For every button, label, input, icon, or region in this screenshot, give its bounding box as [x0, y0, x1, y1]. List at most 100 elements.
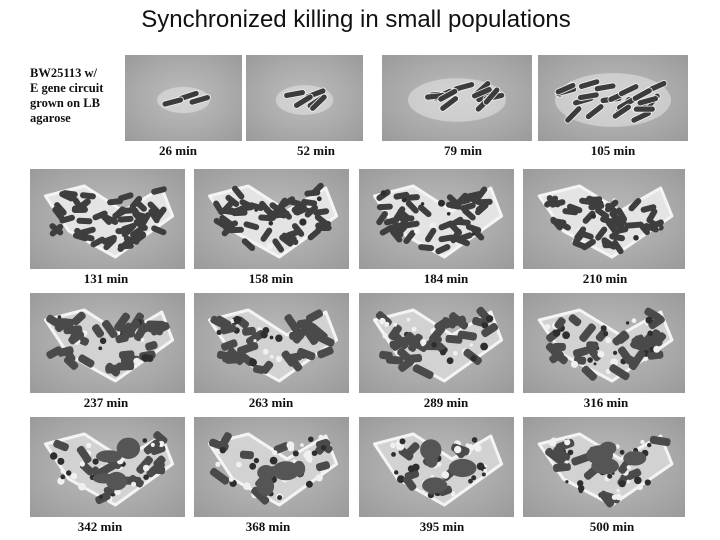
lysed-cell-debris: [70, 472, 78, 480]
bacterial-cell: [121, 222, 137, 233]
bacterial-cell: [397, 347, 411, 362]
bacterial-cell: [481, 322, 499, 338]
bacterial-cell: [612, 223, 625, 237]
lysed-cell-debris: [299, 218, 307, 226]
bacterial-cell: [636, 95, 659, 107]
lysed-cell-debris: [99, 337, 107, 344]
bacterial-cell: [220, 324, 237, 335]
bacterial-cell: [649, 435, 671, 447]
bacterial-cell: [438, 234, 455, 243]
lysed-cell-debris: [471, 437, 478, 443]
lysed-cell-debris: [98, 346, 103, 351]
bacterial-cell: [153, 455, 166, 468]
lysed-cell-debris: [396, 442, 405, 451]
micrograph-image: [208, 432, 339, 507]
micrograph-image: [373, 306, 504, 383]
lysed-cell-debris: [98, 494, 103, 499]
bacterial-cell: [260, 227, 273, 242]
bacterial-cell: [152, 465, 166, 475]
bacterial-cell: [405, 200, 419, 214]
bacterial-cell: [161, 96, 184, 108]
swollen-cell: [448, 458, 477, 478]
micrograph-image: [373, 432, 504, 507]
bacterial-cell: [239, 450, 254, 460]
bacterial-cell: [566, 203, 583, 214]
bacterial-cell: [232, 185, 245, 200]
lysed-cell-debris: [143, 474, 149, 480]
bacterial-cell: [237, 341, 259, 355]
bacterial-cell: [276, 197, 288, 212]
bacterial-cell: [91, 324, 105, 338]
lysed-cell-debris: [292, 459, 297, 464]
caption-line: grown on LB: [30, 96, 100, 110]
bacterial-cell: [133, 219, 148, 231]
bacterial-cell: [151, 225, 167, 236]
bacterial-cell: [147, 201, 161, 215]
time-label: 500 min: [589, 519, 635, 534]
bacterial-cell: [448, 312, 469, 330]
bacterial-cell: [609, 364, 630, 381]
lysed-cell-debris: [268, 221, 274, 226]
lysed-cell-debris: [66, 470, 72, 476]
bacterial-cell: [220, 339, 238, 351]
lysed-cell-debris: [305, 480, 313, 488]
bacterial-cell: [615, 207, 628, 223]
lysed-cell-debris: [587, 357, 593, 363]
bacterial-cell: [624, 221, 641, 229]
lysed-cell-debris: [421, 342, 425, 347]
lysed-cell-debris: [647, 330, 653, 337]
lysed-cell-debris: [228, 476, 234, 482]
lysed-cell-debris: [92, 458, 99, 465]
lysed-cell-debris: [613, 350, 618, 355]
bacterial-cell: [130, 225, 145, 238]
lysed-cell-debris: [625, 321, 630, 325]
bacterial-cell: [117, 192, 134, 202]
bacterial-cell: [307, 227, 322, 241]
bacterial-cell: [482, 86, 501, 106]
lysed-cell-debris: [269, 335, 274, 340]
lysed-cell-debris: [401, 197, 407, 203]
lysed-cell-debris: [316, 196, 322, 202]
bacterial-cell: [408, 333, 423, 352]
bacterial-cell: [553, 445, 568, 461]
bacterial-cell: [225, 194, 240, 208]
bacterial-cell: [475, 200, 490, 213]
micrograph-image: [44, 184, 175, 259]
bacterial-cell: [434, 318, 449, 331]
bacterial-cell: [412, 364, 434, 380]
bacterial-cell: [632, 105, 656, 113]
bacterial-cell: [595, 226, 608, 241]
lysed-cell-debris: [420, 202, 425, 206]
lysed-cell-debris: [150, 442, 155, 447]
bacterial-cell: [227, 226, 244, 234]
lysed-cell-debris: [311, 450, 318, 456]
bacterial-cell: [599, 490, 615, 508]
bacterial-cell: [308, 322, 328, 341]
bacterial-cell: [143, 439, 161, 455]
lysed-cell-debris: [253, 339, 257, 343]
lysed-cell-debris: [399, 438, 406, 445]
bacterial-cell: [579, 323, 596, 343]
micrograph-image: [275, 85, 334, 115]
lysed-cell-debris: [640, 439, 645, 445]
micrograph-image: [537, 307, 674, 383]
lysed-cell-debris: [603, 331, 609, 337]
bacterial-cell: [620, 468, 642, 483]
bacterial-cell: [46, 346, 63, 359]
bacterial-cell: [114, 312, 131, 332]
lysed-cell-debris: [481, 321, 489, 329]
lysed-cell-debris: [414, 228, 420, 235]
bacterial-cell: [293, 200, 307, 214]
bacterial-cell: [385, 355, 404, 365]
lysed-cell-debris: [390, 442, 396, 449]
lysed-cell-debris: [607, 473, 613, 479]
micrograph-image: [208, 308, 339, 383]
time-label: 368 min: [245, 519, 291, 534]
bacterial-cell: [471, 86, 493, 100]
lysed-cell-debris: [133, 357, 141, 365]
bacterial-cell: [317, 346, 334, 359]
lysed-cell-debris: [287, 445, 295, 452]
lysed-cell-debris: [379, 317, 386, 325]
lysed-cell-debris: [453, 351, 458, 356]
bacterial-cell: [454, 236, 471, 247]
